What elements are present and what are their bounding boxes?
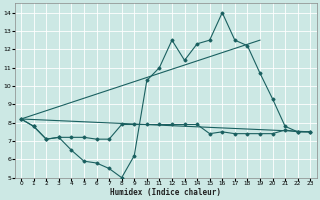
X-axis label: Humidex (Indice chaleur): Humidex (Indice chaleur) <box>110 188 221 197</box>
